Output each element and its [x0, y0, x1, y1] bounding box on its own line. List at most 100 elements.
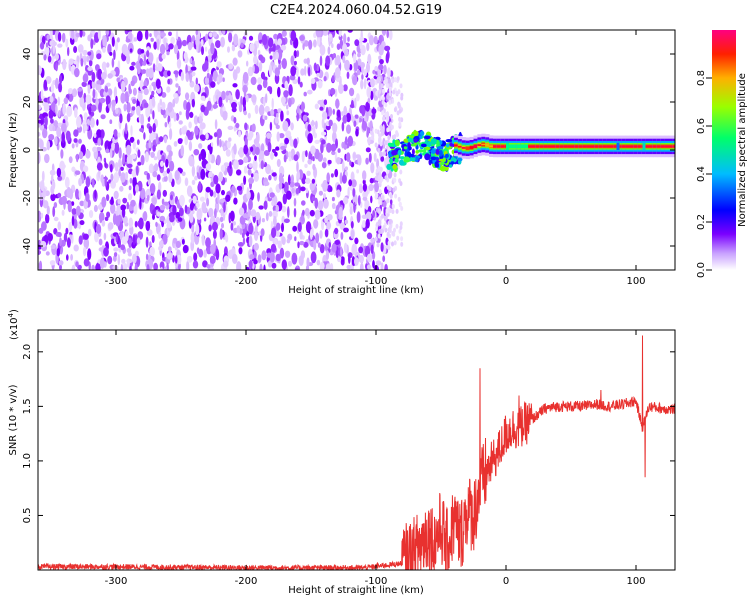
spectrogram-cell-783 — [57, 43, 63, 48]
spectrogram-cell-2396 — [353, 120, 357, 127]
spectrogram-cell-2074 — [153, 262, 158, 270]
spectrogram-cell-2094 — [325, 55, 331, 66]
spectrogram-cell-2167 — [136, 62, 141, 75]
spectrogram-y-tick-label-3: 20 — [22, 96, 33, 109]
spectrogram-cell-3195 — [668, 145, 673, 148]
spectrogram-cell-1846 — [163, 201, 170, 206]
spectrogram-cell-555 — [88, 59, 93, 67]
spectrogram-cell-1449 — [59, 74, 63, 85]
spectrogram-cell-205 — [327, 46, 331, 55]
spectrogram-cell-2889 — [469, 146, 474, 149]
spectrogram-cell-2255 — [222, 106, 226, 112]
spectrogram-cell-3009 — [547, 145, 552, 148]
spectrogram-cell-2417 — [387, 135, 391, 141]
spectrogram-cell-1282 — [98, 212, 105, 223]
spectrogram-cell-1764 — [130, 199, 136, 207]
spectrogram-cell-2489 — [393, 172, 397, 178]
spectrogram-cell-1883 — [328, 119, 333, 127]
spectrogram-cell-1499 — [237, 159, 244, 166]
spectrogram-cell-2109 — [145, 220, 151, 232]
spectrogram-cell-2529 — [382, 225, 386, 230]
spectrogram-cell-2543 — [388, 219, 392, 225]
spectrogram-cell-446 — [166, 168, 171, 174]
spectrogram-cell-653 — [64, 176, 70, 189]
spectrogram-cell-2853 — [439, 149, 443, 157]
spectrogram-cell-3117 — [617, 145, 623, 148]
spectrogram-cell-2218 — [380, 128, 385, 136]
spectrogram-cell-682 — [237, 242, 244, 247]
spectrogram-cell-1632 — [56, 167, 62, 178]
spectrogram-cell-2590 — [399, 221, 403, 227]
spectrogram-cell-2462 — [383, 159, 387, 164]
snr-y-tick-label-3: 2.0 — [22, 344, 33, 360]
spectrogram-cell-1270 — [223, 201, 226, 213]
spectrogram-cell-475 — [356, 211, 361, 224]
spectrogram-cell-1040 — [240, 95, 243, 106]
spectrogram-cell-921 — [237, 50, 243, 58]
spectrogram-cell-2355 — [291, 252, 298, 265]
spectrogram-cell-1728 — [149, 108, 153, 115]
spectrogram-cell-75 — [286, 104, 289, 110]
spectrogram-cell-2551 — [392, 187, 396, 193]
spectrogram-cell-2467 — [398, 202, 402, 208]
spectrogram-cell-954 — [385, 52, 389, 64]
spectrogram-cell-2786 — [423, 135, 431, 140]
spectrogram-cell-1780 — [380, 262, 384, 270]
spectrogram-cell-2001 — [166, 222, 172, 229]
spectrogram-cell-2541 — [393, 107, 397, 113]
spectrogram-cell-2230 — [111, 58, 115, 68]
spectrogram-cell-479 — [279, 247, 285, 259]
spectrogram-cell-1299 — [145, 188, 151, 199]
spectrogram-cell-2205 — [336, 189, 341, 198]
spectrogram-cell-1103 — [298, 255, 304, 266]
spectrogram-cell-2548 — [384, 112, 388, 118]
spectrogram-cell-1354 — [362, 170, 367, 181]
spectrogram-cell-1993 — [155, 221, 158, 228]
spectrogram-cell-2276 — [125, 144, 132, 156]
spectrogram-cell-2338 — [359, 38, 363, 50]
spectrogram-cell-755 — [350, 229, 355, 239]
spectrogram-cell-2794 — [423, 147, 427, 154]
spectrogram-cell-1750 — [232, 57, 238, 66]
spectrogram-cell-1747 — [172, 205, 177, 216]
spectrogram-cell-1913 — [302, 114, 308, 122]
spectrogram-cell-924 — [319, 106, 324, 111]
spectrogram-cell-1082 — [162, 170, 167, 177]
spectrogram-cell-2203 — [57, 32, 62, 42]
spectrogram-cell-2284 — [290, 55, 295, 66]
spectrogram-cell-1968 — [102, 35, 106, 47]
spectrogram-cell-2212 — [153, 30, 158, 38]
colorbar-ticks: 0.0 0.2 0.4 0.6 0.8 — [696, 70, 712, 278]
spectrogram-cell-2542 — [386, 168, 390, 174]
spectrogram-cell-2368 — [313, 62, 317, 72]
spectrogram-cell-2377 — [115, 108, 119, 115]
spectrogram-cell-1322 — [123, 104, 127, 112]
spectrogram-cell-859 — [78, 138, 82, 144]
spectrogram-cell-2145 — [91, 264, 95, 270]
spectrogram-cell-1705 — [350, 100, 354, 109]
spectrogram-cell-2793 — [419, 130, 425, 136]
spectrogram-cell-356 — [243, 166, 248, 174]
spectrogram-cell-2859 — [436, 140, 440, 147]
spectrogram-cell-1406 — [314, 197, 319, 209]
spectrogram-cell-2416 — [379, 141, 383, 147]
spectrogram-cell-1491 — [285, 190, 292, 200]
spectrogram-cell-1152 — [323, 198, 329, 209]
spectrogram-cell-2384 — [75, 205, 81, 216]
spectrogram-cell-905 — [189, 111, 194, 118]
spectrogram-cell-2415 — [400, 241, 404, 247]
spectrogram-cell-2138 — [342, 114, 348, 124]
spectrogram-cell-203 — [166, 51, 170, 56]
spectrogram-cell-1984 — [72, 88, 78, 98]
spectrogram-cell-2961 — [516, 145, 521, 148]
spectrogram-cell-2390 — [192, 195, 197, 204]
spectrogram-cell-2290 — [184, 204, 188, 214]
spectrogram-cell-2741 — [417, 149, 424, 153]
spectrogram-cell-156 — [203, 217, 207, 222]
spectrogram-cell-1759 — [188, 141, 193, 151]
spectrogram-cell-2547 — [386, 198, 390, 204]
spectrogram-cell-365 — [296, 66, 299, 77]
spectrogram-cell-2231 — [366, 130, 369, 138]
spectrogram-cell-511 — [191, 35, 196, 43]
spectrogram-cell-2506 — [377, 233, 381, 239]
